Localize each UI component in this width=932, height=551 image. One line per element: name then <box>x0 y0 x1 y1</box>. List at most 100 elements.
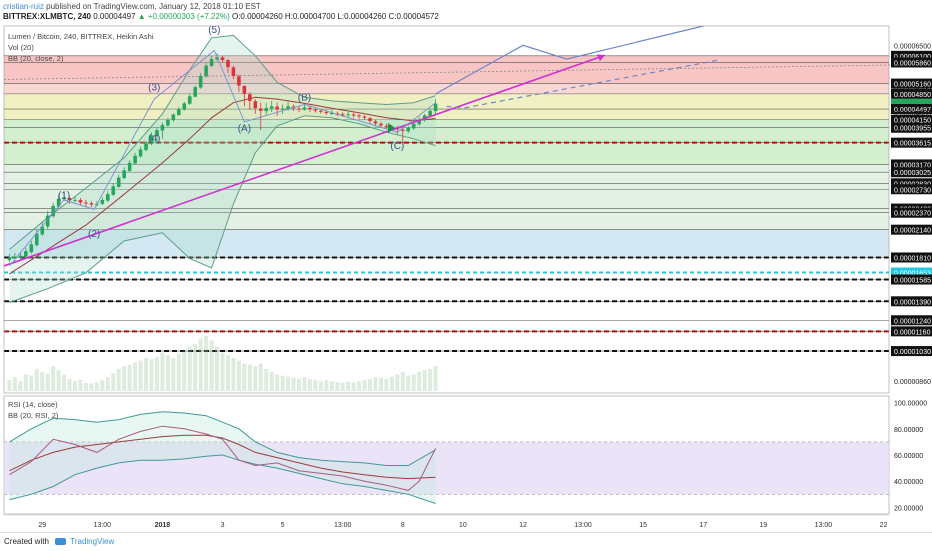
candle-body <box>319 110 323 112</box>
author-link[interactable]: cristian-ruiz <box>3 2 44 11</box>
candle-body <box>24 251 28 257</box>
candle-body <box>144 143 148 150</box>
trendline <box>3 54 606 267</box>
volume-bar <box>56 370 61 391</box>
candle-body <box>308 107 312 110</box>
wave-label: (5) <box>208 25 220 36</box>
volume-bar <box>406 375 411 391</box>
wave-label: (2) <box>88 229 100 240</box>
candle-body <box>280 108 285 110</box>
candle-body <box>324 111 329 113</box>
candle-body <box>73 199 77 201</box>
candle-body <box>89 203 94 205</box>
candle-body <box>34 233 39 246</box>
rsi-tick-label: 40.00000 <box>894 479 923 486</box>
candle-body <box>122 170 126 179</box>
wave-label: (1) <box>58 191 70 202</box>
price-tick-label: 0.00005860 <box>894 60 931 67</box>
price-tick-label: 0.00002730 <box>894 187 931 194</box>
price-tick-label: 0.00004497 <box>894 107 931 114</box>
last-price: 0.00004497 <box>93 12 136 21</box>
volume-bar <box>264 369 269 391</box>
volume-bar <box>389 376 394 391</box>
volume-bar <box>253 366 258 391</box>
price-tag-bg <box>891 122 932 133</box>
price-tag-bg <box>891 167 932 178</box>
candle-body <box>264 108 269 112</box>
volume-bar <box>362 380 367 391</box>
volume-bar <box>428 369 433 391</box>
volume-bar <box>422 370 427 391</box>
candle-body <box>7 257 12 261</box>
price-tick-label: 0.00002140 <box>894 228 931 235</box>
volume-bar <box>149 359 154 391</box>
price-tick-label: 0.00004385 <box>894 111 931 118</box>
candle-body <box>329 113 334 115</box>
candle-body <box>84 202 88 204</box>
rsi-band <box>4 441 889 495</box>
bb-fill <box>9 35 436 303</box>
volume-bar <box>340 382 345 391</box>
candle-body <box>368 118 372 121</box>
volume-bar <box>417 371 422 391</box>
volume-bar <box>78 380 83 391</box>
time-tick-label: 8 <box>401 522 405 529</box>
time-tick-label: 13:00 <box>574 522 592 529</box>
candle-body <box>226 60 230 68</box>
volume-bar <box>297 378 301 391</box>
rsi-line <box>9 425 437 491</box>
volume-legend: Vol (20) <box>8 43 34 52</box>
price-tag-bg <box>891 78 932 89</box>
volume-bar <box>193 344 198 391</box>
candle-body <box>171 114 176 121</box>
volume-bar <box>411 374 416 391</box>
volume-bar <box>29 375 34 391</box>
candle-body <box>67 197 72 200</box>
time-tick-label: 13:00 <box>815 522 833 529</box>
series-title: Lumen / Bitcoin, 240, BITTREX, Heikin As… <box>8 32 154 41</box>
candle-body <box>62 197 66 200</box>
volume-bar <box>73 381 78 391</box>
candle-body <box>297 108 301 110</box>
publish-info: published on TradingView.com, January 12… <box>46 2 261 11</box>
volume-bar <box>116 369 121 391</box>
time-tick-label: 29 <box>38 522 46 529</box>
candle-body <box>215 57 219 60</box>
volume-bar <box>400 371 405 391</box>
volume-bar <box>34 369 39 391</box>
candle-body <box>155 130 159 137</box>
candle-body <box>411 123 416 129</box>
candle-body <box>127 162 132 171</box>
rsi-bb-upper-line <box>9 411 436 466</box>
candle-body <box>40 226 45 235</box>
volume-bar <box>373 377 378 391</box>
elliott-wave-path <box>9 49 436 267</box>
price-tag-bg <box>891 207 932 218</box>
created-with: Created with <box>4 537 49 546</box>
price-chart[interactable]: (1) (2) (3) (4) (5) (A) (B) (C) 0.00006500 0.0000… <box>0 24 932 532</box>
volume-bar <box>204 336 209 391</box>
price-tag-bg <box>891 137 932 148</box>
price-tick-label: 0.00005160 <box>894 82 931 89</box>
solid-projection <box>435 25 704 95</box>
dashed-projection <box>446 59 720 109</box>
volume-bar <box>318 381 323 391</box>
price-tick-label: 0.00001810 <box>894 255 931 262</box>
candle-body <box>269 106 274 109</box>
volume-bar <box>395 374 400 391</box>
volume-bar <box>236 360 241 391</box>
candle-body <box>406 127 411 132</box>
tradingview-link[interactable]: TradingView <box>70 537 115 546</box>
volume-bar <box>368 378 373 391</box>
volume-bar <box>258 363 263 391</box>
candle-body <box>428 110 432 116</box>
candle-body <box>116 177 121 187</box>
candle-body <box>209 59 214 66</box>
volume-bar <box>384 378 389 391</box>
candle-body <box>379 123 383 126</box>
candle-body <box>433 103 438 112</box>
volume-bar <box>144 358 149 391</box>
volume-bar <box>127 364 132 391</box>
candle-body <box>149 135 154 144</box>
volume-bar <box>433 366 438 391</box>
